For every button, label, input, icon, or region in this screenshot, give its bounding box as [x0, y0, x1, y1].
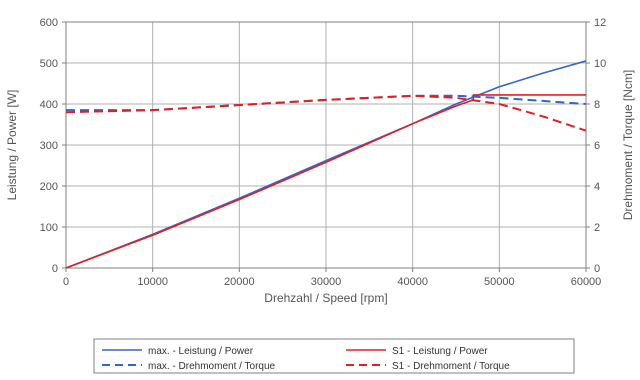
series-group: [65, 60, 587, 269]
y-axis-left-title: Leistung / Power [W]: [5, 90, 19, 201]
legend-label: S1 - Drehmoment / Torque: [392, 361, 510, 372]
legend-label: S1 - Leistung / Power: [392, 346, 488, 357]
y-left-tick-label: 100: [40, 222, 58, 234]
legend-label: max. - Leistung / Power: [148, 346, 254, 357]
x-tick-label: 0: [63, 276, 69, 288]
x-tick-label: 30000: [311, 276, 342, 288]
y-left-tick-label: 400: [40, 99, 58, 111]
y-left-tick-label: 200: [40, 181, 58, 193]
x-tick-label: 40000: [397, 276, 428, 288]
x-axis-title: Drehzahl / Speed [rpm]: [264, 291, 387, 305]
y-right-tick-label: 10: [594, 58, 606, 70]
legend: max. - Leistung / Power S1 - Leistung / P…: [93, 338, 575, 374]
tick-labels: 0 10000 20000 30000 40000 50000 60000010020030…: [40, 17, 607, 288]
y-right-tick-label: 12: [594, 17, 606, 29]
y-left-tick-label: 500: [40, 58, 58, 70]
series-line-4: [65, 94, 587, 132]
y-axis-right-title: Drehmoment / Torque [Ncm]: [621, 70, 635, 221]
x-tick-label: 10000: [137, 276, 168, 288]
x-tick-label: 20000: [224, 276, 255, 288]
x-tick-label: 60000: [571, 276, 602, 288]
y-right-tick-label: 4: [594, 181, 600, 193]
y-right-tick-label: 6: [594, 140, 600, 152]
legend-items: max. - Leistung / Power S1 - Leistung / P…: [102, 346, 510, 372]
y-right-tick-label: 2: [594, 222, 600, 234]
y-left-tick-label: 0: [52, 263, 58, 275]
y-right-tick-label: 8: [594, 99, 600, 111]
legend-box: [93, 338, 575, 374]
y-right-tick-label: 0: [594, 263, 600, 275]
x-tick-label: 50000: [484, 276, 515, 288]
legend-label: max. - Drehmoment / Torque: [148, 361, 276, 372]
y-left-tick-label: 600: [40, 17, 58, 29]
y-left-tick-label: 300: [40, 140, 58, 152]
